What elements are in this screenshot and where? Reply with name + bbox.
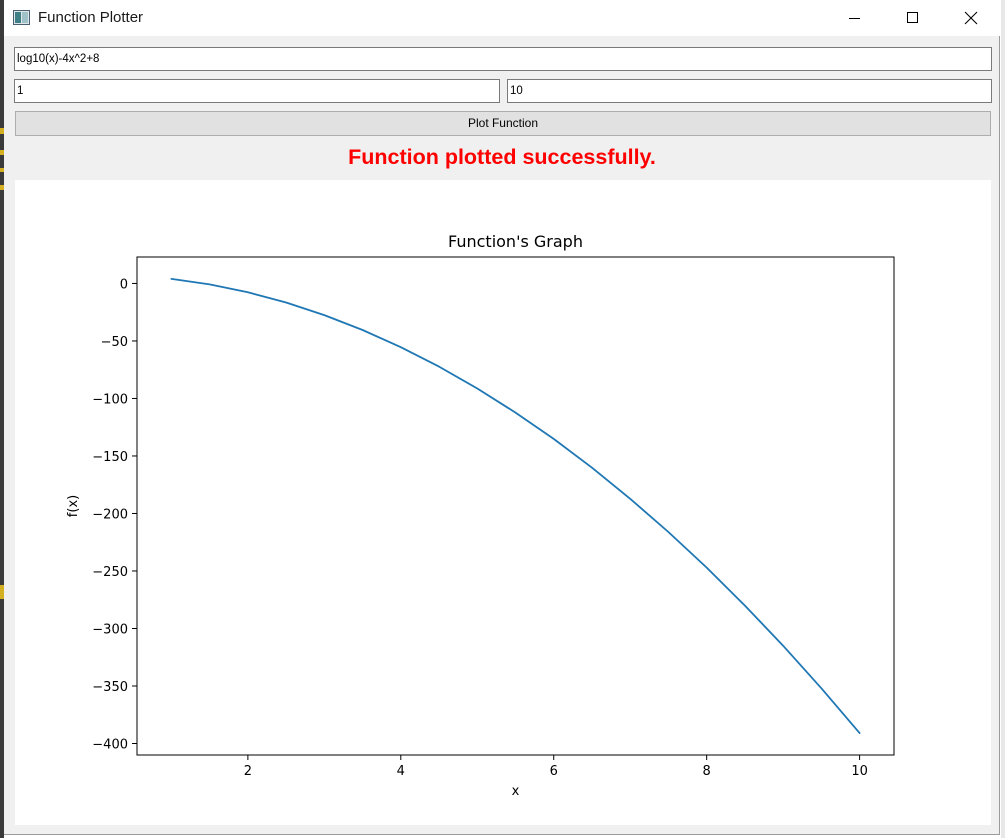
maximize-button[interactable] bbox=[884, 0, 942, 36]
y-tick-label: −50 bbox=[101, 335, 128, 350]
window-title: Function Plotter bbox=[38, 9, 144, 26]
x-tick-label: 8 bbox=[703, 764, 711, 779]
minimize-button[interactable] bbox=[826, 0, 884, 36]
app-window: Function Plotter log10(x)-4x^2+8 1 10 Pl… bbox=[4, 0, 1000, 835]
function-chart: Function's Graph 2 4 6 8 10 0 −50 −100 −150 −200 −2… bbox=[66, 232, 895, 799]
y-tick-label: −200 bbox=[92, 507, 128, 522]
background-window-edge-right bbox=[1001, 0, 1005, 838]
x-tick-label: 10 bbox=[851, 764, 868, 779]
plot-frame bbox=[136, 256, 895, 756]
function-input[interactable]: log10(x)-4x^2+8 bbox=[14, 47, 992, 71]
close-button[interactable] bbox=[942, 0, 1000, 36]
y-tick-label: −300 bbox=[92, 622, 128, 637]
y-tick-label: 0 bbox=[120, 277, 128, 292]
minimize-icon bbox=[849, 18, 860, 19]
chart-title: Function's Graph bbox=[448, 232, 583, 251]
app-window-icon bbox=[13, 10, 30, 25]
x-max-input[interactable]: 10 bbox=[507, 79, 992, 103]
y-tick-label: −400 bbox=[92, 737, 128, 752]
maximize-icon bbox=[907, 12, 918, 23]
background-window-edge bbox=[0, 0, 4, 838]
y-axis-label: f(x) bbox=[66, 495, 81, 517]
x-tick-label: 2 bbox=[244, 764, 252, 779]
plot-function-button[interactable]: Plot Function bbox=[15, 111, 991, 136]
y-tick-label: −150 bbox=[92, 450, 128, 465]
plot-canvas: Function's Graph 2 4 6 8 10 0 −50 −100 −150 −200 −2… bbox=[15, 180, 991, 825]
y-tick-label: −350 bbox=[92, 680, 128, 695]
x-tick-label: 6 bbox=[550, 764, 558, 779]
status-message: Function plotted successfully. bbox=[348, 145, 656, 169]
y-tick-label: −100 bbox=[92, 392, 128, 407]
x-tick-label: 4 bbox=[397, 764, 405, 779]
x-axis-label: x bbox=[512, 784, 520, 799]
x-min-input[interactable]: 1 bbox=[14, 79, 500, 103]
title-bar[interactable]: Function Plotter bbox=[4, 0, 1000, 36]
y-tick-label: −250 bbox=[92, 565, 128, 580]
close-icon bbox=[964, 11, 978, 25]
series-line bbox=[170, 278, 861, 734]
